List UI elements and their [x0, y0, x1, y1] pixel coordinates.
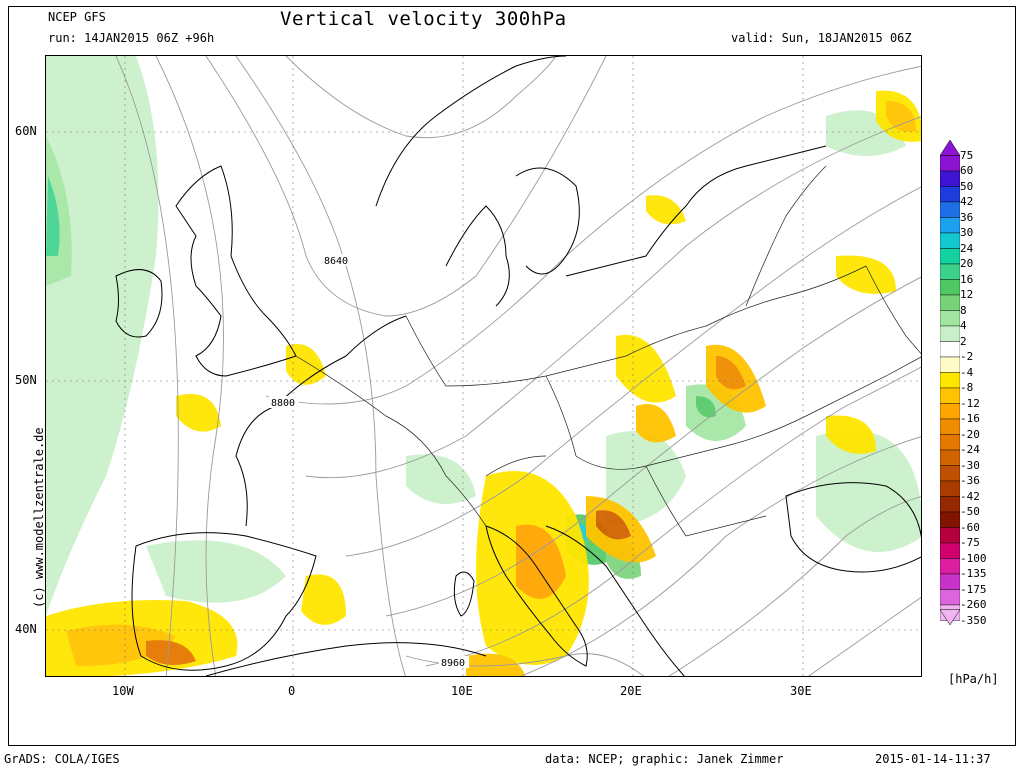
run-info: run: 14JAN2015 06Z +96h [48, 31, 215, 45]
lat-label-50n: 50N [15, 373, 37, 387]
lon-label-0: 0 [288, 684, 296, 698]
legend-swatch [940, 279, 960, 296]
legend-level-label: 12 [960, 288, 974, 301]
coastlines [115, 56, 921, 676]
contour-label: 8800 [271, 398, 295, 409]
legend-level-label: 24 [960, 241, 974, 255]
legend-bars [940, 155, 960, 621]
legend-level-label: -20 [960, 427, 980, 441]
valid-time: valid: Sun, 18JAN2015 06Z [731, 31, 912, 45]
legend-level-label: -30 [960, 458, 980, 472]
legend-level-label: -175 [960, 582, 987, 596]
timestamp: 2015-01-14-11:37 [875, 752, 991, 766]
legend-swatch [940, 155, 960, 172]
lon-label-30e: 30E [790, 684, 812, 698]
legend-swatch [940, 356, 960, 373]
legend-level-label: -12 [960, 396, 980, 410]
contour-label-bg [439, 656, 469, 668]
legend-swatch [940, 434, 960, 451]
legend-swatch [940, 170, 960, 187]
legend-swatch [940, 558, 960, 575]
units-label: [hPa/h] [948, 672, 999, 686]
legend-swatch [940, 542, 960, 559]
legend-swatch [940, 387, 960, 404]
software-credit: GrADS: COLA/IGES [4, 752, 120, 766]
legend-swatch [940, 480, 960, 497]
legend-swatch [940, 217, 960, 234]
lon-label-20e: 20E [620, 684, 642, 698]
legend-swatch [940, 372, 960, 389]
map-title: Vertical velocity 300hPa [280, 8, 567, 30]
legend-level-label: -350 [960, 613, 987, 627]
contour-label-bg [269, 396, 299, 408]
legend-level-label: 8 [960, 303, 967, 317]
legend-level-label: -260 [960, 598, 987, 611]
model-name: NCEP GFS [48, 10, 106, 24]
legend-level-label: -2 [960, 350, 974, 363]
contour-label: 8640 [324, 256, 348, 267]
legend-swatch [940, 294, 960, 311]
legend-level-label: 16 [960, 272, 974, 286]
weather-map: 8640 8800 8960 [46, 56, 921, 676]
yellow-descent-areas [46, 90, 921, 676]
legend-swatch [940, 325, 960, 342]
legend-level-label: 2 [960, 334, 967, 348]
legend-swatch [940, 201, 960, 218]
legend-level-label: 50 [960, 179, 974, 193]
plot-frame [8, 6, 1016, 746]
legend-swatch [940, 248, 960, 265]
legend-top-arrow [940, 140, 960, 156]
legend-level-label: 60 [960, 164, 974, 177]
legend-swatch [940, 310, 960, 327]
legend-level-label: -135 [960, 567, 987, 580]
legend-swatch [940, 186, 960, 203]
legend-swatch [940, 403, 960, 420]
legend-swatch [940, 527, 960, 544]
map-area[interactable]: 8640 8800 8960 [45, 55, 922, 677]
legend-level-label: 4 [960, 319, 967, 332]
legend-level-label: -24 [960, 443, 980, 456]
height-contours [115, 56, 921, 676]
legend-level-label: 42 [960, 195, 974, 208]
legend-swatch [940, 573, 960, 590]
legend-swatch [940, 511, 960, 528]
legend-level-label: -4 [960, 365, 974, 379]
data-credit: data: NCEP; graphic: Janek Zimmer [545, 752, 784, 766]
legend-level-label: -42 [960, 489, 980, 503]
legend-level-label: 75 [960, 148, 974, 162]
borders [295, 165, 921, 537]
legend-level-label: -50 [960, 505, 980, 518]
graticule [46, 56, 921, 676]
legend-swatch [940, 263, 960, 280]
legend-level-label: -16 [960, 412, 980, 425]
legend-swatch [940, 418, 960, 435]
lat-label-40n: 40N [15, 622, 37, 636]
lon-label-10w: 10W [112, 684, 134, 698]
legend-level-label: 36 [960, 210, 974, 224]
contour-label-bg [322, 254, 352, 266]
lat-label-60n: 60N [15, 124, 37, 138]
legend-level-label: -8 [960, 381, 974, 394]
legend-level-label: -75 [960, 536, 980, 549]
legend-level-label: -100 [960, 551, 987, 565]
legend-swatch [940, 449, 960, 466]
lon-label-10e: 10E [451, 684, 473, 698]
color-legend [940, 140, 960, 625]
legend-level-label: -36 [960, 474, 980, 487]
legend-swatch [940, 232, 960, 249]
legend-bottom-arrow [940, 609, 960, 625]
legend-swatch [940, 496, 960, 513]
legend-swatch [940, 341, 960, 358]
legend-level-label: 20 [960, 257, 974, 270]
legend-level-label: 30 [960, 226, 974, 239]
contour-label: 8960 [441, 658, 465, 669]
legend-level-label: -60 [960, 520, 980, 534]
legend-swatch [940, 589, 960, 606]
legend-swatch [940, 465, 960, 482]
copyright-text: (c) www.modellzentrale.de [32, 427, 46, 608]
